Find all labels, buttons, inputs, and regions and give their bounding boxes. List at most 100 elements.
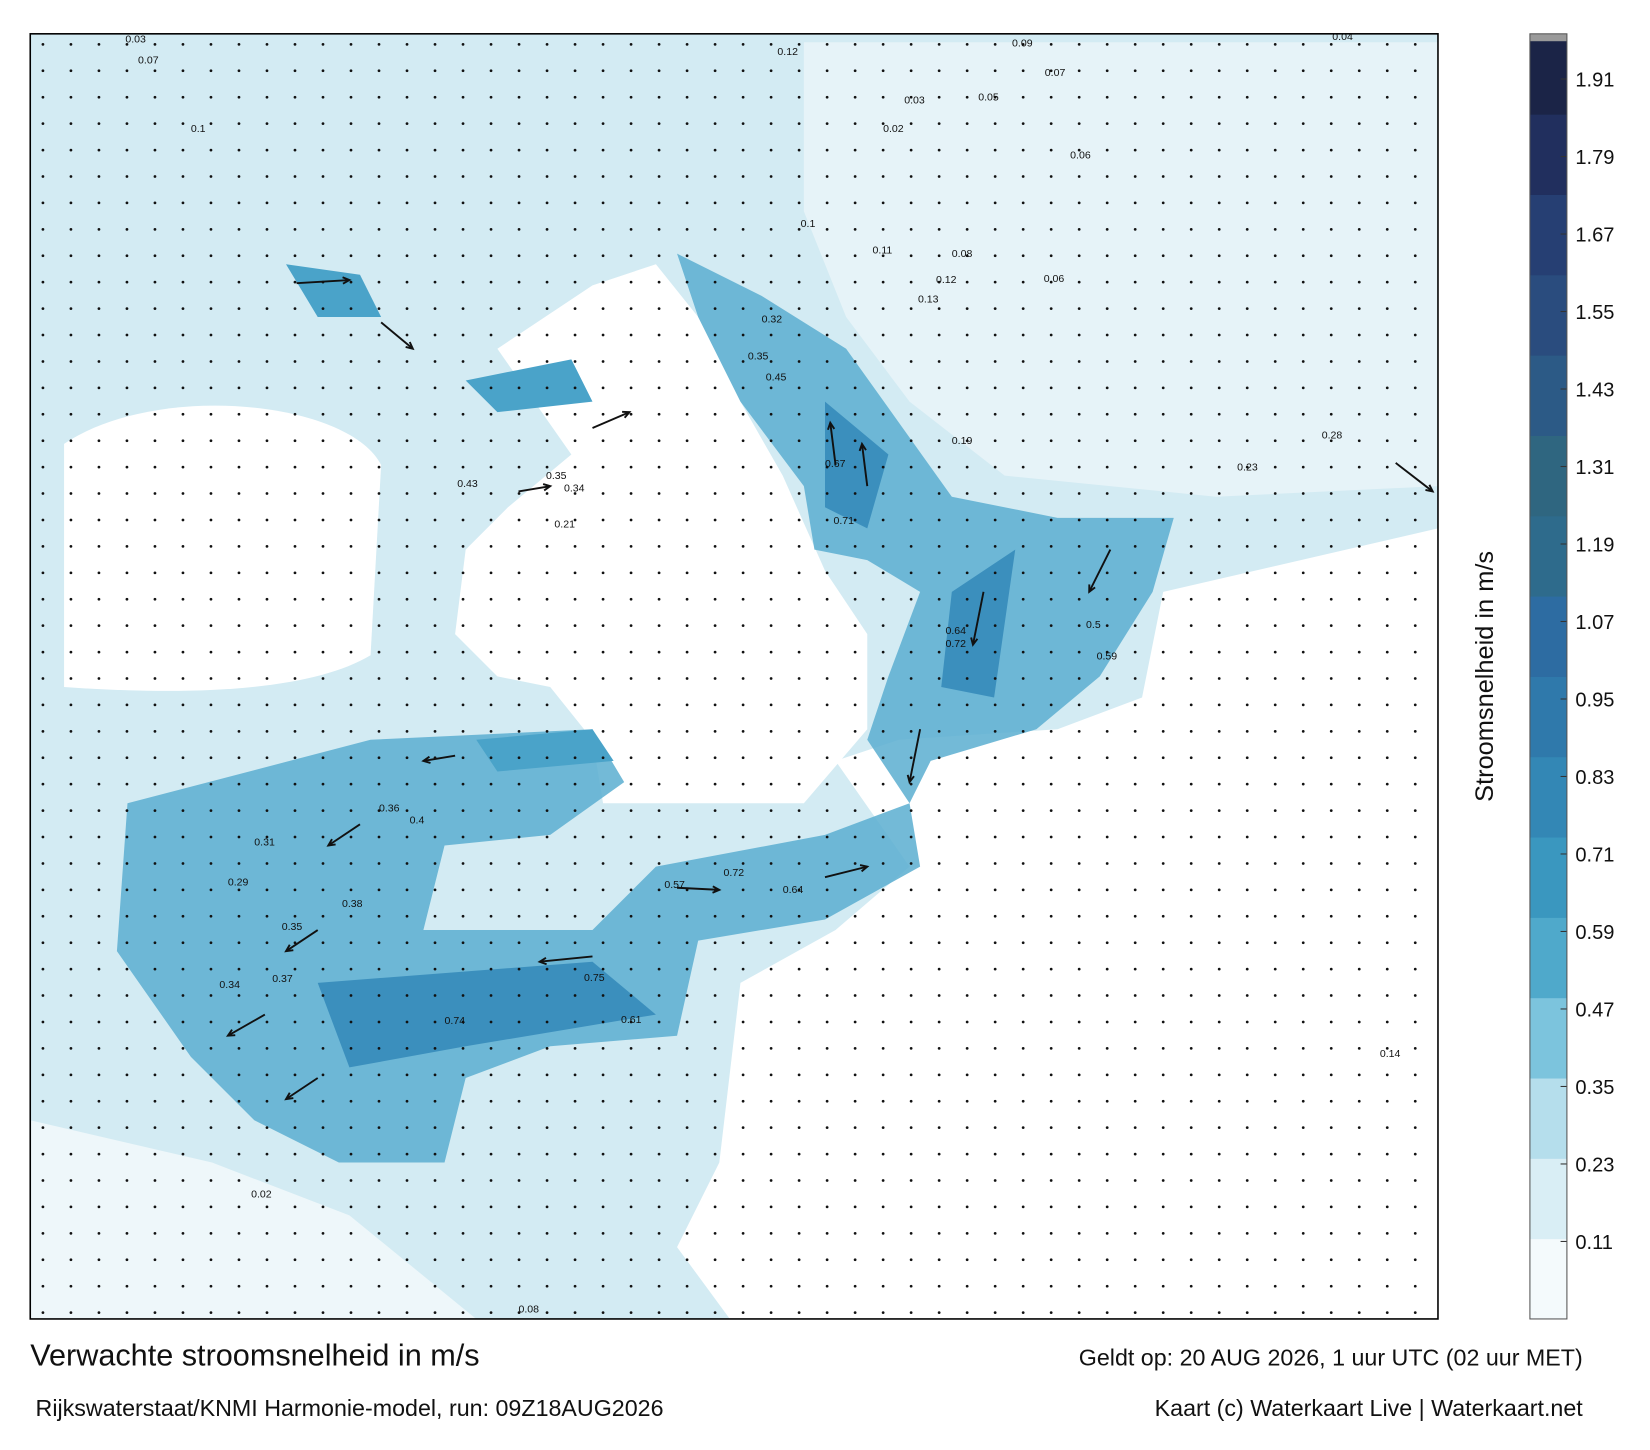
vector-dot [545, 703, 549, 707]
vector-dot [125, 888, 129, 892]
vector-dot [405, 360, 409, 363]
vector-dot [1413, 148, 1417, 152]
vector-dot [265, 835, 269, 839]
vector-dot [937, 280, 941, 284]
vector-dot [601, 227, 605, 231]
vector-dot [69, 862, 73, 865]
vector-dot [685, 412, 689, 416]
vector-dot [1217, 1311, 1221, 1314]
vector-dot [97, 677, 101, 680]
vector-dot [377, 254, 381, 258]
vector-dot [573, 597, 577, 601]
vector-dot [41, 941, 45, 945]
vector-dot [69, 545, 73, 548]
vector-dot [657, 1020, 661, 1024]
vector-dot [1217, 677, 1221, 680]
vector-dot [125, 1179, 129, 1182]
vector-dot [125, 545, 129, 548]
vector-dot [237, 809, 241, 812]
speed-label: 0.71 [833, 515, 854, 527]
vector-dot [517, 307, 521, 310]
colorbar-tick-label: 1.43 [1575, 379, 1614, 401]
vector-dot [629, 201, 633, 205]
vector-dot [657, 1231, 661, 1235]
vector-dot [181, 888, 185, 892]
vector-dot [1049, 624, 1053, 628]
vector-dot [1329, 809, 1333, 812]
vector-dot [1329, 597, 1333, 601]
vector-dot [293, 835, 297, 839]
vector-dot [825, 1231, 829, 1235]
vector-dot [741, 994, 745, 997]
vector-dot [209, 201, 213, 205]
vector-dot [713, 1258, 717, 1262]
vector-dot [993, 703, 997, 707]
vector-dot [1329, 148, 1333, 152]
vector-dot [321, 492, 325, 495]
vector-dot [713, 941, 717, 945]
vector-dot [965, 994, 969, 997]
vector-dot [545, 69, 549, 73]
vector-dot [1021, 439, 1025, 443]
vector-dot [937, 1311, 941, 1314]
vector-dot [629, 835, 633, 839]
vector-dot [377, 994, 381, 997]
vector-dot [629, 254, 633, 258]
vector-dot [685, 227, 689, 231]
vector-dot [1273, 650, 1277, 654]
vector-dot [1133, 545, 1137, 548]
vector-dot [237, 254, 241, 258]
vector-dot [293, 360, 297, 363]
vector-dot [797, 465, 801, 469]
vector-dot [713, 360, 717, 363]
vector-dot [1021, 307, 1025, 310]
vector-dot [573, 1047, 577, 1050]
vector-dot [209, 597, 213, 601]
vector-dot [825, 782, 829, 786]
vector-dot [741, 1073, 745, 1077]
vector-dot [853, 360, 857, 363]
vector-dot [1049, 571, 1053, 575]
vector-dot [1245, 545, 1249, 548]
vector-dot [1329, 1179, 1333, 1182]
vector-dot [1245, 1205, 1249, 1209]
speed-label: 0.31 [254, 836, 275, 848]
vector-dot [741, 862, 745, 865]
vector-dot [1189, 1099, 1193, 1103]
vector-dot [1245, 729, 1249, 733]
vector-dot [1329, 386, 1333, 390]
vector-dot [965, 703, 969, 707]
vector-dot [769, 148, 773, 152]
vector-dot [237, 624, 241, 628]
vector-dot [1217, 333, 1221, 337]
vector-dot [1077, 148, 1081, 152]
vector-dot [237, 227, 241, 231]
vector-dot [545, 914, 549, 918]
vector-dot [1217, 69, 1221, 73]
vector-dot [713, 1073, 717, 1077]
vector-dot [573, 914, 577, 918]
vector-dot [461, 1047, 465, 1050]
vector-dot [1161, 227, 1165, 231]
vector-dot [41, 756, 45, 760]
vector-dot [545, 677, 549, 680]
vector-dot [41, 1231, 45, 1235]
vector-dot [769, 914, 773, 918]
vector-dot [713, 280, 717, 284]
vector-dot [1077, 1311, 1081, 1314]
vector-dot [1357, 729, 1361, 733]
vector-dot [489, 1047, 493, 1050]
vector-dot [1161, 1258, 1165, 1262]
vector-dot [853, 1047, 857, 1050]
vector-dot [1273, 1179, 1277, 1182]
vector-dot [993, 624, 997, 628]
vector-dot [629, 280, 633, 284]
vector-dot [293, 148, 297, 152]
vector-dot [69, 1205, 73, 1209]
vector-head [859, 864, 870, 873]
vector-dot [517, 597, 521, 601]
vector-dot [1301, 1073, 1305, 1077]
vector-dot [937, 148, 941, 152]
vector-dot [657, 571, 661, 575]
vector-dot [181, 571, 185, 575]
